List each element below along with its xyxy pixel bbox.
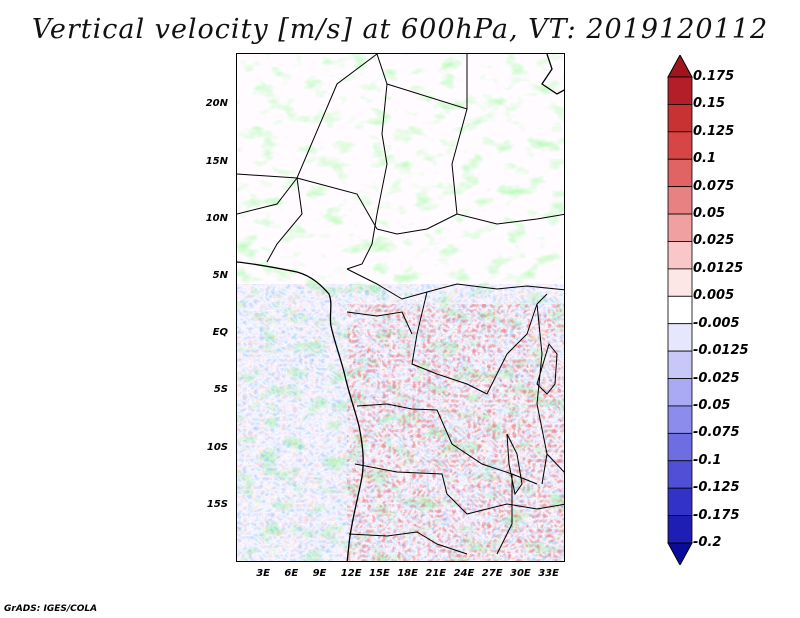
lat-label: 15N [205, 155, 228, 167]
colorbar-tick-label: 0.175 [693, 69, 735, 84]
colorbar-tick-label: -0.075 [693, 425, 740, 441]
colorbar-segment [667, 268, 693, 297]
colorbar-segment [667, 213, 693, 242]
lat-label: 10S [206, 441, 228, 453]
colorbar-tick-label: -0.05 [693, 397, 731, 413]
map-plot-area [236, 53, 565, 562]
lat-label: 5S [213, 384, 228, 396]
colorbar-segment [667, 186, 693, 215]
colorbar-tick-label: -0.1 [693, 452, 722, 468]
lat-label: EQ [212, 327, 228, 339]
colorbar-segment [667, 295, 693, 325]
colorbar-segment [667, 76, 693, 105]
colorbar-tick-label: 0.0125 [693, 260, 744, 276]
colorbar-segment [667, 131, 693, 160]
lon-label: 15E [369, 568, 390, 579]
colorbar-segment [667, 378, 693, 407]
colorbar-segment [667, 432, 693, 462]
colorbar-segment [667, 460, 693, 489]
colorbar-tick-label: 0.05 [693, 206, 726, 222]
colorbar-tick-label: -0.2 [693, 535, 722, 550]
lon-label: 18E [397, 568, 418, 579]
lon-label: 12E [340, 568, 362, 579]
vertical-velocity-field [237, 54, 564, 561]
lon-label: 9E [312, 568, 327, 579]
lat-label: 10N [205, 212, 228, 224]
lon-label: 6E [284, 568, 299, 579]
lat-label: 5N [212, 270, 228, 282]
colorbar [667, 55, 693, 565]
colorbar-max-arrow [667, 55, 693, 78]
lon-label: 24E [453, 568, 475, 579]
colorbar-tick-label: -0.175 [693, 507, 740, 523]
lon-label: 3E [256, 568, 270, 579]
coastlines-and-borders [237, 54, 564, 561]
colorbar-segment [667, 350, 693, 379]
lon-label: 27E [481, 568, 503, 579]
lon-label: 21E [425, 568, 447, 579]
colorbar-segment [667, 487, 693, 516]
colorbar-tick-label: 0.075 [693, 178, 735, 194]
colorbar-tick-label: -0.025 [693, 370, 740, 386]
colorbar-tick-label: 0.15 [693, 96, 726, 112]
colorbar-segment [667, 104, 693, 133]
colorbar-segment [667, 158, 693, 188]
colorbar-segment [667, 515, 693, 544]
colorbar-tick-label: -0.0125 [693, 343, 749, 359]
colorbar-tick-label: -0.125 [693, 480, 740, 496]
lat-label: 15S [206, 498, 228, 510]
lon-label: 33E [538, 568, 559, 579]
colorbar-segment [667, 405, 693, 434]
map-title: Vertical velocity [m/s] at 600hPa, VT: 2… [31, 14, 769, 45]
colorbar-segment [667, 323, 693, 352]
colorbar-tick-label: 0.125 [693, 123, 735, 139]
colorbar-tick-label: 0.1 [693, 151, 717, 167]
colorbar-min-arrow [667, 542, 693, 565]
grads-credit: GrADS: IGES/COLA [4, 604, 98, 614]
colorbar-tick-label: -0.005 [693, 315, 740, 331]
ascent-region [347, 304, 564, 561]
lon-label: 30E [510, 568, 531, 579]
colorbar-tick-label: 0.005 [693, 288, 735, 304]
colorbar-segment [667, 241, 693, 270]
colorbar-tick-label: 0.025 [693, 233, 735, 249]
lat-label: 20N [205, 98, 228, 110]
